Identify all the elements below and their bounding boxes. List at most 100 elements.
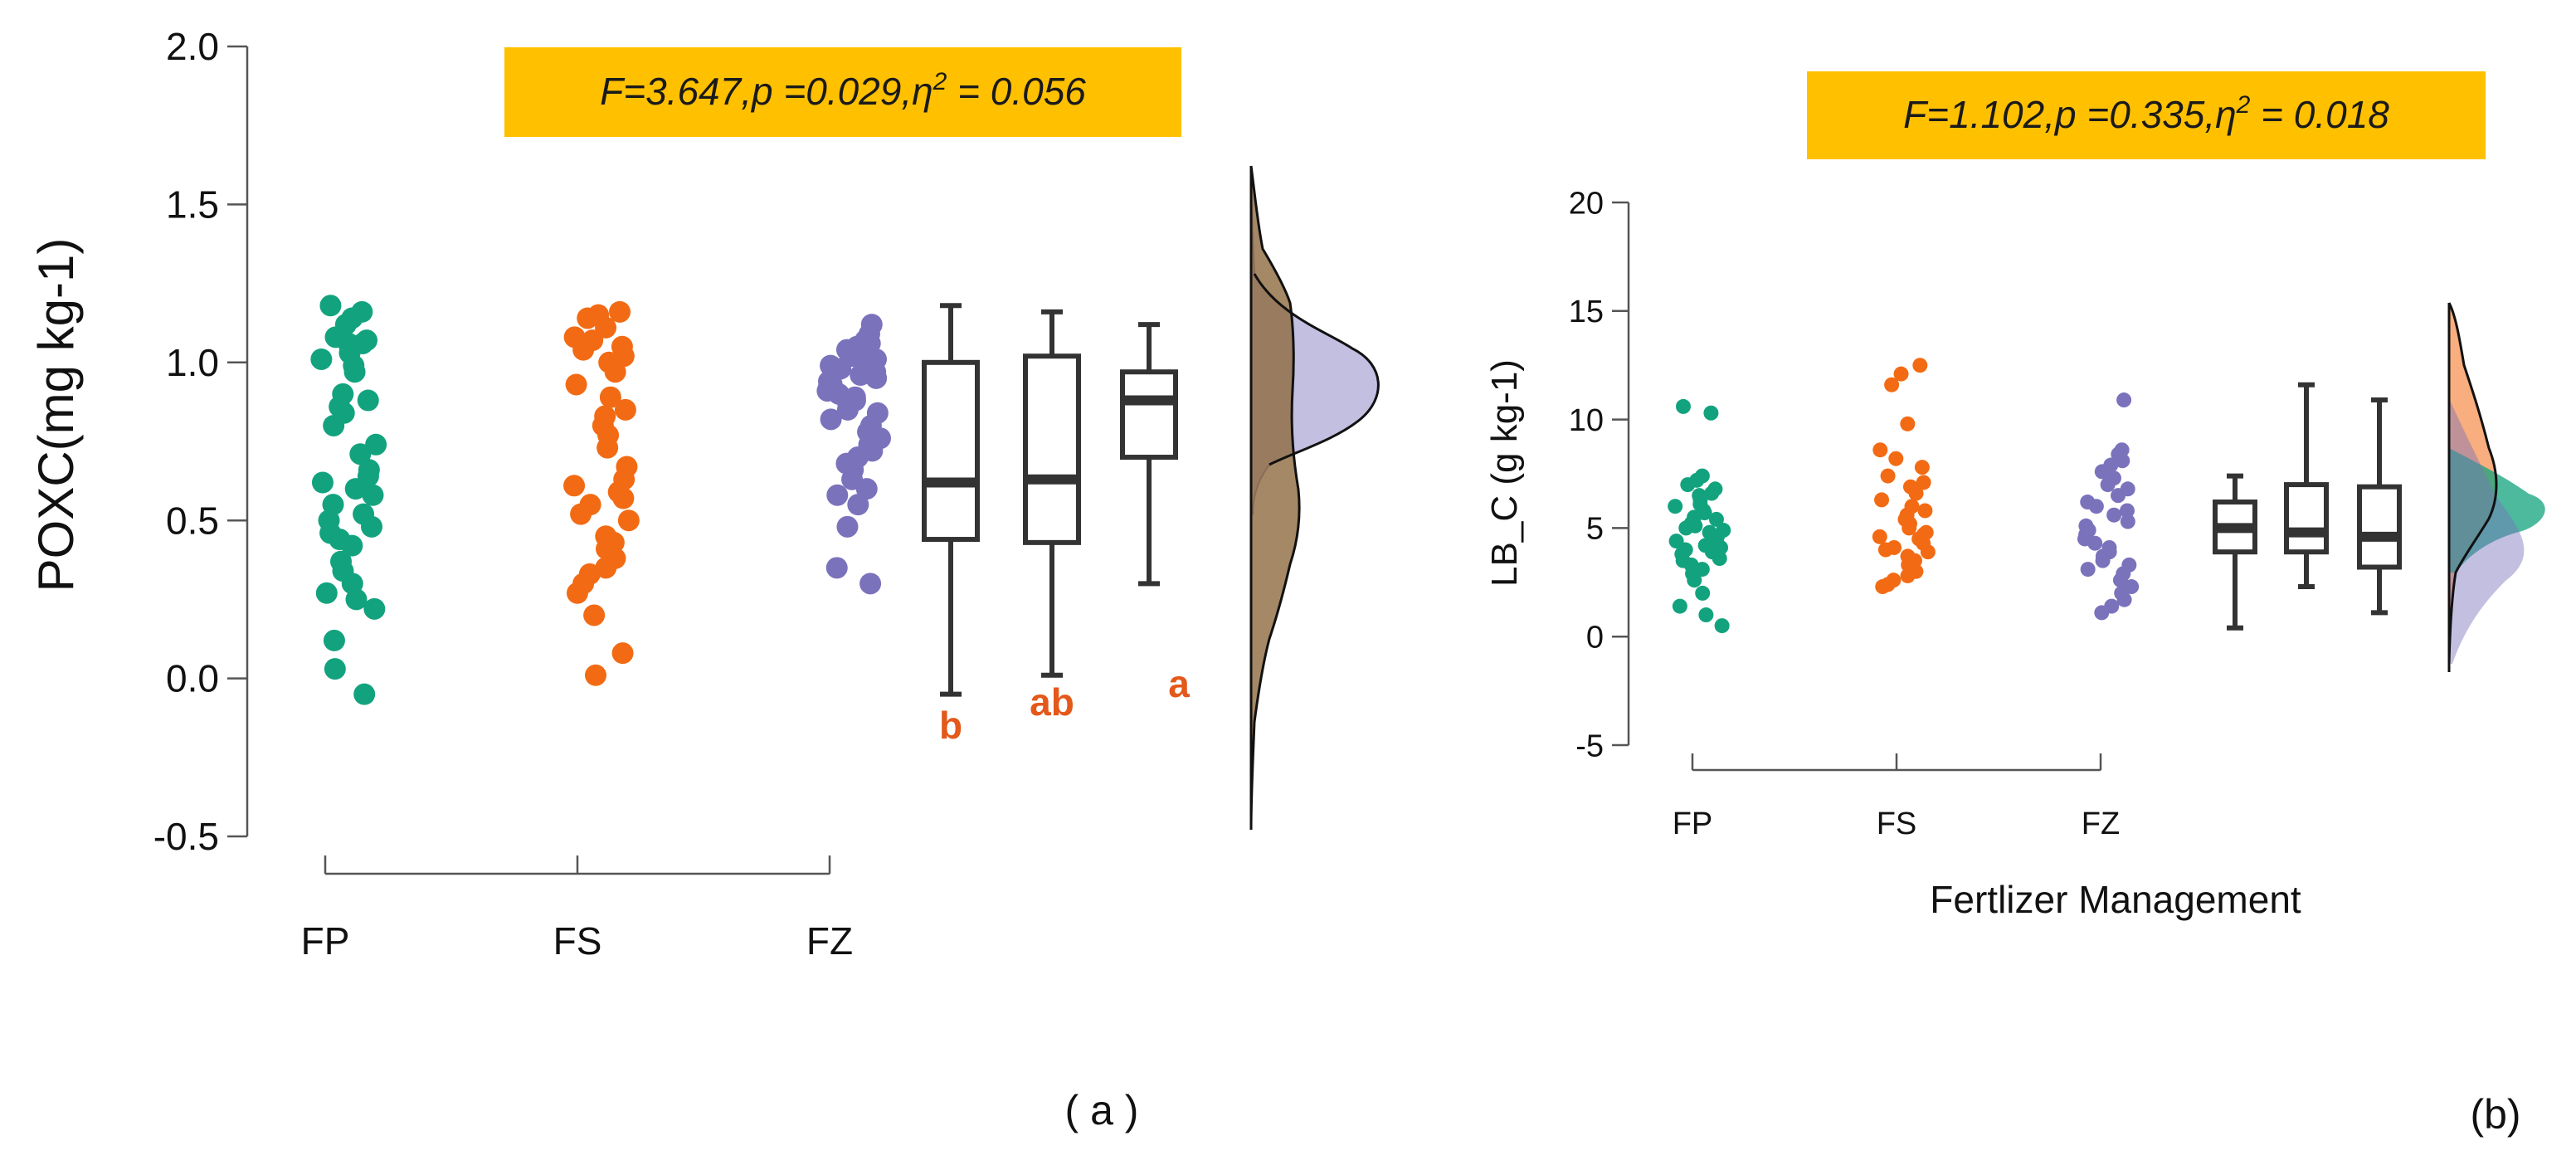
- y-tick-label: -0.5: [153, 815, 219, 858]
- box-iqr: [2284, 482, 2329, 555]
- data-point-fp: [343, 361, 366, 383]
- boxplots-a: [922, 303, 1178, 697]
- data-point-fp: [344, 478, 367, 500]
- data-point-fs: [1912, 358, 1928, 373]
- data-point-fs: [583, 604, 606, 626]
- x-axis-label-b: Fertlizer Management: [1930, 878, 2301, 921]
- data-point-fp: [319, 295, 342, 317]
- data-point-fs: [1872, 529, 1887, 544]
- y-tick-label: 2.0: [166, 25, 219, 68]
- data-point-fs: [604, 361, 626, 383]
- box-iqr: [1023, 353, 1081, 545]
- data-point-fs: [1875, 579, 1891, 595]
- data-point-fs: [1884, 377, 1900, 392]
- data-point-fs: [1902, 520, 1917, 536]
- sig-letter-fz: a: [1168, 662, 1190, 705]
- density-edge-b: [2447, 302, 2498, 665]
- panel-a: F=3.647,p =0.029,η2 = 0.056 POXC(mg kg-1…: [28, 25, 1380, 963]
- data-point-fs: [1893, 366, 1909, 382]
- y-tick-label: 10: [1569, 403, 1604, 438]
- data-point-fz: [836, 398, 859, 421]
- data-point-fp: [323, 629, 345, 651]
- data-point-fs: [614, 398, 636, 421]
- density-a: [1249, 165, 1380, 831]
- data-point-fs: [1872, 442, 1888, 458]
- data-point-fz: [847, 494, 869, 516]
- data-point-fz: [2106, 507, 2122, 523]
- data-point-fz: [2112, 573, 2128, 588]
- x-ticks-b: FP FS FZ: [1673, 753, 2120, 841]
- data-point-fz: [836, 515, 859, 538]
- y-tick-label: 0.5: [166, 499, 219, 542]
- stat-box-a: [504, 47, 1181, 137]
- points-b: [1668, 358, 2140, 634]
- x-tick-label-fp: FP: [1673, 807, 1713, 841]
- data-point-fp: [361, 515, 383, 538]
- data-point-fs: [1908, 485, 1924, 501]
- data-point-fp: [357, 389, 379, 412]
- data-point-fz: [855, 478, 878, 500]
- data-point-fs: [609, 300, 631, 323]
- data-point-fz: [820, 408, 842, 431]
- data-point-fs: [617, 509, 640, 532]
- x-ticks-a: FP FS FZ: [301, 855, 853, 963]
- density-fz-b: [2449, 398, 2525, 664]
- box-iqr: [2213, 500, 2257, 555]
- density-b: [2447, 302, 2545, 672]
- y-tick-label: 1.5: [166, 183, 219, 227]
- data-point-fz: [825, 557, 848, 579]
- data-point-fp: [1678, 520, 1694, 536]
- y-tick-label: 0.0: [166, 657, 219, 700]
- data-point-fp: [324, 658, 346, 680]
- box-iqr: [1120, 369, 1178, 461]
- boxplot-fz: [1120, 322, 1178, 587]
- y-tick-label: 5: [1586, 512, 1604, 547]
- data-point-fp: [1704, 485, 1720, 501]
- data-point-fp: [363, 597, 386, 620]
- sig-letters-a: b ab a: [939, 662, 1190, 747]
- data-point-fp: [362, 484, 384, 506]
- data-point-fs: [572, 339, 595, 361]
- data-point-fp: [1708, 511, 1724, 527]
- boxplot-fs: [2284, 382, 2329, 590]
- data-point-fp: [315, 582, 338, 604]
- data-point-fz: [2088, 499, 2104, 514]
- y-ticks-a: -0.5 0.0 0.5 1.0 1.5 2.0: [153, 25, 247, 858]
- data-point-fs: [563, 475, 586, 497]
- points-a: [310, 295, 892, 705]
- data-point-fs: [1877, 542, 1893, 558]
- data-point-fs: [570, 503, 592, 525]
- data-point-fz: [2095, 553, 2111, 568]
- data-point-fs: [1874, 492, 1890, 508]
- data-point-fp: [311, 471, 334, 494]
- boxplot-fz: [2357, 397, 2402, 616]
- data-point-fs: [566, 582, 588, 604]
- data-point-fp: [1672, 598, 1687, 614]
- stat-text-a: F=3.647,p =0.029,η2 = 0.056: [600, 68, 1086, 113]
- x-tick-label-fs: FS: [553, 919, 602, 963]
- data-point-fs: [584, 664, 606, 686]
- density-fp-fs-a: [1251, 166, 1300, 830]
- data-point-fp: [1675, 398, 1691, 414]
- sig-letter-fs: ab: [1030, 680, 1074, 724]
- data-point-fp: [349, 443, 372, 465]
- x-tick-label-fp: FP: [301, 919, 350, 963]
- data-point-fs: [1916, 475, 1931, 490]
- data-point-fz: [2120, 514, 2135, 529]
- data-point-fz: [2116, 592, 2132, 607]
- data-point-fs: [1914, 460, 1930, 475]
- stat-text-b: F=1.102,p =0.335,η2 = 0.018: [1903, 91, 2389, 136]
- panel-label-b: (b): [2470, 1091, 2520, 1138]
- data-point-fp: [310, 348, 333, 370]
- data-point-fp: [323, 414, 345, 436]
- stat-box-b: [1807, 71, 2486, 159]
- data-point-fz: [859, 573, 882, 595]
- data-point-fz: [2116, 392, 2132, 408]
- panel-b: F=1.102,p =0.335,η2 = 0.018 LB_C (g kg-1…: [1484, 71, 2545, 921]
- data-point-fp: [1687, 573, 1702, 588]
- data-point-fz: [2080, 562, 2096, 578]
- data-point-fz: [2115, 453, 2130, 469]
- data-point-fs: [597, 436, 619, 459]
- data-point-fz: [2094, 605, 2110, 621]
- data-point-fz: [2087, 535, 2103, 551]
